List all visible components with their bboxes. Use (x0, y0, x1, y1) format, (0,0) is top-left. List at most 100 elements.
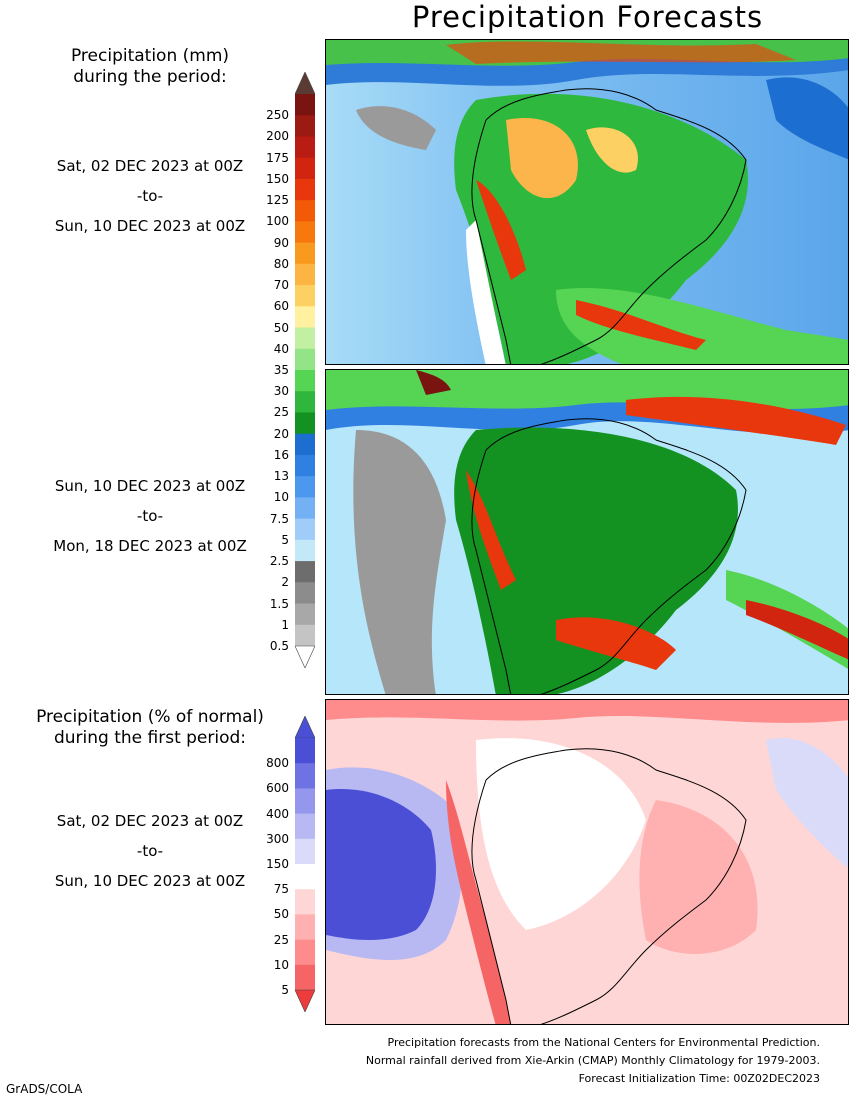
pct_legend-swatch (295, 788, 315, 815)
precip-map-2 (326, 370, 848, 694)
scale-tick-label: 800 (266, 756, 289, 771)
mm_legend-swatch (295, 497, 315, 520)
mm_legend-swatch (295, 582, 315, 605)
scale-tick-label: 50 (273, 907, 289, 922)
pct_legend-top-arrow (294, 715, 316, 739)
mm_legend-swatch (295, 624, 315, 647)
pct_legend-swatch (295, 813, 315, 840)
scale-tick-label: 25 (273, 405, 289, 420)
mm-legend-heading: Precipitation (mm) during the period: (20, 46, 280, 88)
map-panel-period2 (325, 369, 849, 695)
scale-tick-label: 0.5 (269, 639, 289, 653)
scale-tick-label: 40 (273, 341, 289, 356)
mm_legend-swatch (295, 263, 315, 286)
period3-labels: Sat, 02 DEC 2023 at 00Z -to- Sun, 10 DEC… (30, 806, 270, 896)
pct-legend-heading: Precipitation (% of normal) during the f… (10, 707, 290, 749)
map-panel-percent-normal (325, 699, 849, 1025)
mm_legend-swatch (295, 94, 315, 116)
scale-tick-label: 5 (281, 983, 289, 997)
scale-tick-label: 150 (266, 171, 289, 186)
mm-heading-line1: Precipitation (mm) (70, 46, 230, 66)
grads-credit: GrADS/COLA (6, 1082, 83, 1096)
scale-tick-label: 30 (273, 384, 289, 399)
percent-normal-map (326, 700, 848, 1024)
mm-color-scale (294, 71, 316, 669)
precip-map-1 (326, 40, 848, 364)
period3-from: Sat, 02 DEC 2023 at 00Z (56, 812, 244, 830)
scale-tick-label: 13 (273, 469, 289, 484)
scale-tick-label: 70 (273, 278, 289, 293)
mm_legend-swatch (295, 454, 315, 477)
mm_legend-swatch (295, 561, 315, 583)
mm-heading-line2: during the period: (73, 67, 227, 87)
scale-tick-label: 125 (266, 193, 289, 208)
period2-sep: -to- (136, 507, 164, 525)
scale-tick-label: 16 (273, 447, 289, 462)
scale-tick-label: 90 (273, 235, 289, 250)
page-title: Precipitation Forecasts (411, 0, 764, 34)
mm_legend-swatch (295, 200, 315, 222)
mm_legend-swatch (295, 476, 315, 498)
scale-tick-label: 60 (273, 299, 289, 314)
scale-tick-label: 1 (281, 617, 289, 632)
mm_legend-swatch (295, 603, 315, 626)
mm_legend-swatch (295, 115, 315, 137)
mm_legend-swatch (295, 327, 315, 350)
scale-tick-label: 2.5 (269, 554, 289, 569)
period2-from: Sun, 10 DEC 2023 at 00Z (54, 477, 246, 495)
pct_legend-swatch (295, 914, 315, 941)
scale-tick-label: 75 (273, 882, 289, 897)
period1-to: Sun, 10 DEC 2023 at 00Z (54, 217, 246, 235)
scale-tick-label: 20 (273, 426, 289, 441)
mm_legend-swatch (295, 348, 315, 371)
map-panel-period1 (325, 39, 849, 365)
scale-tick-label: 250 (266, 108, 289, 123)
period3-sep: -to- (136, 842, 164, 860)
scale-tick-label: 100 (266, 214, 289, 229)
pct_legend-bottom-arrow (294, 989, 316, 1013)
footer-line3: Forecast Initialization Time: 00Z02DEC20… (578, 1072, 820, 1085)
scale-tick-label: 10 (273, 957, 289, 972)
mm_legend-swatch (295, 518, 315, 541)
mm_legend-swatch (295, 157, 315, 180)
pct_legend-swatch (295, 838, 315, 865)
scale-tick-label: 7.5 (269, 511, 289, 526)
mm_legend-swatch (295, 221, 315, 244)
mm_legend-swatch (295, 391, 315, 413)
mm_legend-top-arrow (294, 71, 316, 95)
mm_legend-swatch (295, 370, 315, 392)
period2-to: Mon, 18 DEC 2023 at 00Z (53, 537, 247, 555)
period2-labels: Sun, 10 DEC 2023 at 00Z -to- Mon, 18 DEC… (30, 471, 270, 561)
scale-tick-label: 200 (266, 129, 289, 144)
mm_legend-swatch (295, 539, 315, 562)
pct_legend-swatch (295, 889, 315, 915)
period1-sep: -to- (136, 187, 164, 205)
pct-heading-line2: during the first period: (53, 728, 247, 748)
footer-notes: Precipitation forecasts from the Nationa… (366, 1034, 820, 1088)
period3-to: Sun, 10 DEC 2023 at 00Z (54, 872, 246, 890)
scale-tick-label: 5 (281, 532, 289, 547)
scale-tick-label: 175 (266, 150, 289, 165)
scale-tick-label: 80 (273, 256, 289, 271)
mm_legend-swatch (295, 178, 315, 201)
scale-tick-label: 1.5 (269, 596, 289, 611)
pct_legend-bar-svg (294, 715, 316, 1013)
scale-tick-label: 400 (266, 806, 289, 821)
period1-labels: Sat, 02 DEC 2023 at 00Z -to- Sun, 10 DEC… (30, 151, 270, 241)
pct_legend-swatch (295, 738, 315, 764)
mm_legend-swatch (295, 242, 315, 265)
scale-tick-label: 10 (273, 490, 289, 505)
mm_legend-swatch (295, 433, 315, 456)
scale-tick-label: 150 (266, 857, 289, 871)
pct-heading-line1: Precipitation (% of normal) (36, 707, 264, 727)
footer-line2: Normal rainfall derived from Xie-Arkin (… (365, 1054, 820, 1067)
scale-tick-label: 2 (281, 575, 289, 590)
period1-from: Sat, 02 DEC 2023 at 00Z (56, 157, 244, 175)
pct_legend-swatch (295, 864, 315, 890)
scale-tick-label: 35 (273, 363, 289, 377)
mm_legend-swatch (295, 412, 315, 435)
scale-tick-label: 25 (273, 932, 289, 947)
mm_legend-swatch (295, 306, 315, 329)
pct_legend-swatch (295, 939, 315, 966)
scale-tick-label: 50 (273, 320, 289, 335)
